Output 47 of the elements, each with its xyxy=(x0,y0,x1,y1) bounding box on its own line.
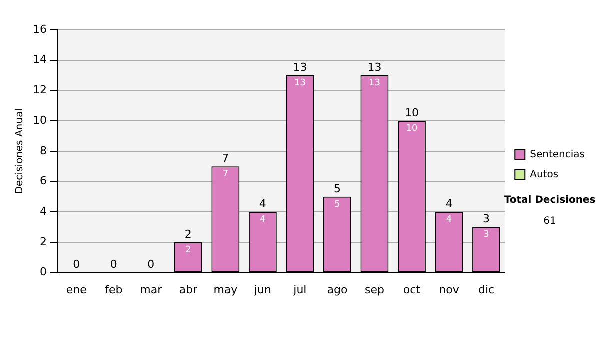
total-label: 0 xyxy=(73,258,80,272)
x-tick-label: ago xyxy=(327,283,348,296)
y-tick-label: 0 xyxy=(40,266,47,279)
total-label: 13 xyxy=(293,60,308,74)
data-label: 10 xyxy=(406,124,418,134)
x-tick-label: jul xyxy=(292,283,307,296)
y-tick-label: 4 xyxy=(40,204,47,218)
x-tick-label: dic xyxy=(478,283,495,296)
x-tick-label: abr xyxy=(179,283,198,296)
x-tick-label: jun xyxy=(253,283,272,296)
text: 61 xyxy=(542,216,558,227)
total-label: 7 xyxy=(222,152,230,165)
data-label: 2 xyxy=(186,245,192,256)
total-label: 5 xyxy=(334,182,341,196)
x-tick-label: sep xyxy=(364,283,384,296)
total-label: 3 xyxy=(483,212,490,226)
total-label: 4 xyxy=(259,197,266,210)
data-label: 4 xyxy=(260,214,266,225)
total-label: 4 xyxy=(446,197,453,210)
total-label: 0 xyxy=(110,258,118,272)
x-tick-label: mar xyxy=(140,283,163,296)
y-tick-label: 8 xyxy=(40,144,47,158)
data-label: 7 xyxy=(222,169,229,180)
x-tick-label: nov xyxy=(439,283,460,296)
data-label: 3 xyxy=(484,230,490,240)
y-tick-label: 14 xyxy=(32,53,47,66)
y-tick-label: 10 xyxy=(32,114,47,127)
data-label: 5 xyxy=(334,200,340,210)
total-label: 0 xyxy=(148,258,155,272)
data-label: 13 xyxy=(294,78,306,88)
total-label: 2 xyxy=(184,228,192,241)
data-label: 4 xyxy=(446,214,452,225)
y-tick-label: 2 xyxy=(40,235,47,248)
legend-label: Sentencias xyxy=(530,150,586,161)
x-tick-label: oct xyxy=(403,283,422,296)
x-tick-label: may xyxy=(214,283,238,296)
x-tick-label: ene xyxy=(66,283,88,296)
y-tick-label: 6 xyxy=(40,174,47,188)
y-tick-label: 12 xyxy=(32,84,47,97)
x-tick-label: feb xyxy=(105,283,123,296)
data-label: 13 xyxy=(368,78,380,88)
total-label: 10 xyxy=(404,106,419,120)
y-axis-title: Decisiones Anual xyxy=(14,108,26,194)
annotation: Total Decisiones xyxy=(503,195,597,206)
y-tick-label: 16 xyxy=(32,22,47,36)
legend-label: Autos xyxy=(530,170,559,181)
total-label: 13 xyxy=(368,60,382,74)
